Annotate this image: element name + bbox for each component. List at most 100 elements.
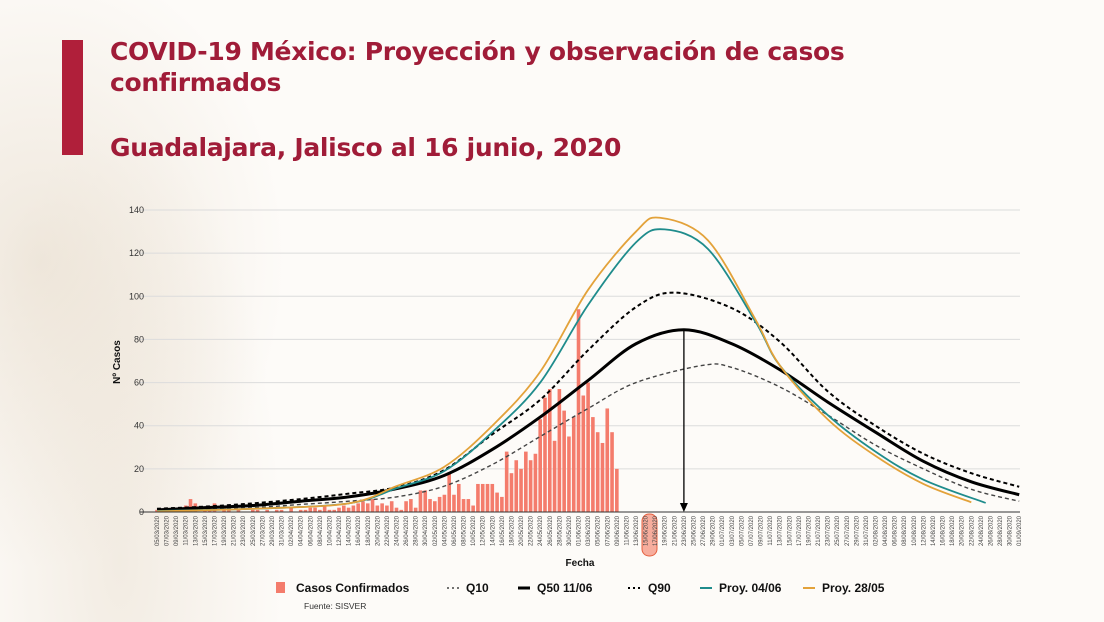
bar-casos-confirmados bbox=[504, 451, 509, 512]
x-tick-label: 10/05/2020 bbox=[471, 515, 477, 546]
y-tick-label: 20 bbox=[134, 464, 144, 474]
x-tick-label: 04/08/2020 bbox=[883, 515, 889, 546]
x-tick-label: 23/03/2020 bbox=[241, 515, 247, 546]
x-tick-label: 17/07/2020 bbox=[797, 515, 803, 546]
bar-casos-confirmados bbox=[389, 501, 394, 512]
bar-casos-confirmados bbox=[399, 509, 404, 512]
bar-casos-confirmados bbox=[547, 389, 552, 512]
x-tick-label: 08/08/2020 bbox=[902, 515, 908, 546]
bar-casos-confirmados bbox=[533, 453, 538, 512]
x-tick-label: 06/04/2020 bbox=[308, 515, 314, 546]
x-tick-label: 29/06/2020 bbox=[711, 515, 717, 546]
page-subtitle: Guadalajara, Jalisco al 16 junio, 2020 bbox=[110, 133, 622, 162]
bar-casos-confirmados bbox=[433, 501, 437, 512]
bar-casos-confirmados bbox=[452, 494, 456, 512]
bar-casos-confirmados bbox=[318, 509, 322, 512]
legend-label-proy-2805: Proy. 28/05 bbox=[822, 581, 885, 595]
x-tick-label: 14/04/2020 bbox=[347, 515, 353, 546]
bar-casos-confirmados bbox=[404, 501, 408, 512]
x-tick-label: 30/08/2020 bbox=[1008, 515, 1014, 546]
x-tick-label: 27/06/2020 bbox=[701, 515, 707, 546]
bar-casos-confirmados bbox=[442, 494, 447, 512]
x-tick-label: 26/05/2020 bbox=[548, 515, 554, 546]
series-line-q90 bbox=[156, 291, 1020, 510]
x-tick-label: 25/06/2020 bbox=[691, 515, 697, 546]
x-tick-label: 06/08/2020 bbox=[893, 515, 899, 546]
y-tick-label: 120 bbox=[129, 248, 144, 258]
x-tick-label: 03/07/2020 bbox=[730, 515, 736, 546]
x-tick-label: 04/04/2020 bbox=[299, 515, 305, 546]
x-tick-label: 24/08/2020 bbox=[979, 515, 985, 546]
x-tick-label: 15/07/2020 bbox=[787, 515, 793, 546]
bar-casos-confirmados bbox=[576, 309, 581, 512]
x-tick-label: 25/07/2020 bbox=[835, 515, 841, 546]
series-lines bbox=[156, 216, 1020, 513]
x-tick-label: 10/04/2020 bbox=[327, 515, 333, 546]
x-tick-label: 09/07/2020 bbox=[759, 515, 765, 546]
bar-casos-confirmados bbox=[413, 507, 418, 512]
bar-casos-confirmados bbox=[227, 509, 231, 512]
bar-casos-confirmados bbox=[332, 509, 337, 512]
x-tick-label: 19/06/2020 bbox=[663, 515, 669, 546]
y-tick-label: 80 bbox=[134, 334, 144, 344]
x-axis-ticks: 05/03/2020 07/03/2020 09/03/2020 11/03/2020… bbox=[155, 515, 1023, 546]
bar-casos-confirmados bbox=[476, 483, 480, 512]
x-tick-label: 29/07/2020 bbox=[854, 515, 860, 546]
series-line-q50-11-06 bbox=[156, 328, 1020, 512]
bar-casos-confirmados bbox=[289, 507, 293, 512]
y-tick-label: 60 bbox=[134, 378, 144, 388]
bar-casos-confirmados bbox=[265, 509, 269, 512]
bar-casos-confirmados bbox=[480, 483, 485, 512]
bar-casos-confirmados bbox=[251, 509, 255, 512]
title-line-1: COVID-19 México: Proyección y observació… bbox=[110, 37, 845, 66]
x-tick-label: 04/05/2020 bbox=[442, 515, 448, 546]
x-tick-label: 23/07/2020 bbox=[826, 515, 832, 546]
x-tick-label: 03/06/2020 bbox=[586, 515, 592, 546]
bar-casos-confirmados bbox=[610, 432, 614, 512]
x-tick-label: 07/07/2020 bbox=[749, 515, 755, 546]
bar-casos-confirmados bbox=[236, 509, 241, 512]
bar-casos-confirmados bbox=[552, 440, 557, 512]
legend-label-casos: Casos Confirmados bbox=[296, 581, 410, 595]
bar-casos-confirmados bbox=[298, 509, 303, 512]
background-watermark bbox=[0, 0, 330, 622]
x-tick-label: 05/06/2020 bbox=[596, 515, 602, 546]
bar-casos-confirmados bbox=[380, 503, 384, 512]
x-tick-label: 22/08/2020 bbox=[969, 515, 975, 546]
bar-casos-confirmados bbox=[591, 417, 595, 512]
x-tick-label: 01/09/2020 bbox=[1017, 515, 1023, 546]
title-line-2: confirmados bbox=[110, 68, 282, 97]
bar-casos-confirmados bbox=[567, 436, 571, 512]
y-axis-label: Nº Casos bbox=[112, 340, 123, 384]
bar-casos-confirmados bbox=[600, 442, 605, 512]
x-tick-label: 17/06/2020 bbox=[653, 515, 659, 546]
bar-casos-confirmados bbox=[485, 483, 490, 512]
x-tick-label: 14/05/2020 bbox=[490, 515, 496, 546]
bar-casos-confirmados bbox=[188, 499, 193, 512]
bar-casos-confirmados bbox=[428, 499, 432, 512]
x-tick-label: 19/07/2020 bbox=[806, 515, 812, 546]
x-tick-label: 21/03/2020 bbox=[232, 515, 238, 546]
peak-arrow bbox=[679, 329, 688, 512]
x-tick-label: 21/07/2020 bbox=[816, 515, 822, 546]
x-tick-label: 18/04/2020 bbox=[366, 515, 372, 546]
x-tick-label: 15/06/2020 bbox=[644, 515, 650, 546]
x-tick-label: 05/07/2020 bbox=[739, 515, 745, 546]
x-tick-label: 15/03/2020 bbox=[203, 515, 209, 546]
x-tick-label: 19/03/2020 bbox=[222, 515, 228, 546]
x-tick-label: 07/06/2020 bbox=[605, 515, 611, 546]
x-tick-label: 01/06/2020 bbox=[577, 515, 583, 546]
bar-casos-confirmados bbox=[543, 397, 547, 512]
x-tick-label: 31/07/2020 bbox=[864, 515, 870, 546]
page-title: COVID-19 México: Proyección y observació… bbox=[110, 36, 845, 98]
bar-casos-confirmados bbox=[495, 492, 499, 512]
x-tick-label: 20/04/2020 bbox=[375, 515, 381, 546]
bar-casos-confirmados bbox=[394, 507, 399, 512]
bar-casos-confirmados bbox=[490, 483, 495, 512]
x-tick-label: 20/08/2020 bbox=[960, 515, 966, 546]
y-tick-label: 140 bbox=[129, 205, 144, 215]
x-tick-label: 21/06/2020 bbox=[672, 515, 678, 546]
x-tick-label: 31/03/2020 bbox=[280, 515, 286, 546]
bar-casos-confirmados bbox=[342, 505, 346, 512]
